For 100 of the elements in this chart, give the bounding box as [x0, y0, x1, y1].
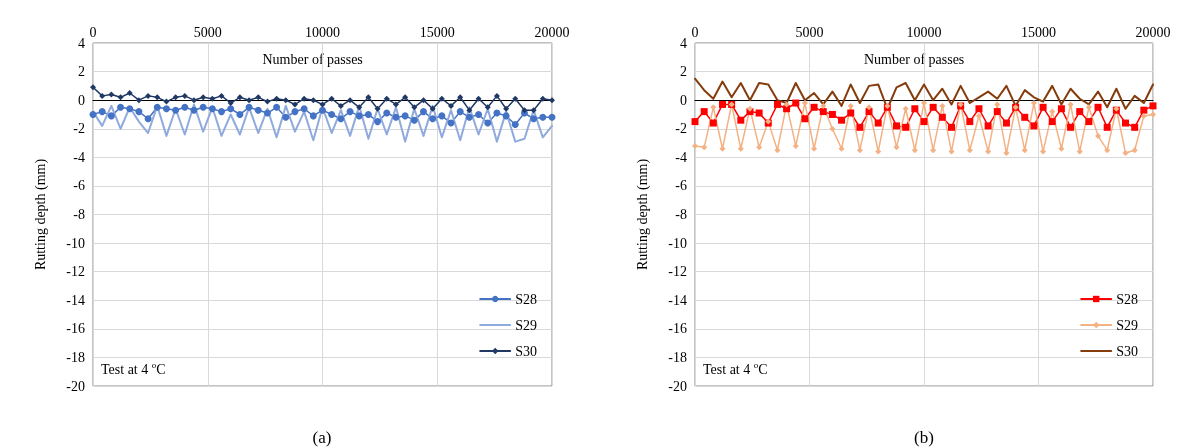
point [874, 119, 882, 127]
point [966, 147, 973, 154]
point [1057, 105, 1065, 113]
point [783, 101, 790, 108]
point [975, 105, 983, 113]
point [347, 97, 354, 104]
point [938, 113, 946, 121]
y-tick-label: -12 [668, 264, 687, 280]
x-tick-label: 15000 [419, 24, 455, 40]
y-tick-label: 4 [78, 35, 85, 51]
point [383, 95, 390, 102]
point [856, 147, 863, 154]
point [539, 95, 546, 102]
point [994, 101, 1001, 108]
legend-label: S29 [515, 317, 538, 333]
y-axis-title: Rutting depth (mm) [32, 158, 49, 271]
point [291, 108, 299, 116]
point [847, 102, 854, 109]
point [117, 103, 125, 111]
point [737, 145, 744, 152]
point [539, 113, 547, 121]
legend-label: S30 [515, 343, 538, 359]
point [227, 100, 234, 107]
point [264, 98, 271, 105]
point [457, 94, 464, 101]
point [402, 94, 409, 101]
point [1002, 119, 1010, 127]
y-tick-label: 0 [680, 92, 687, 108]
point [939, 102, 946, 109]
y-tick-label: -18 [66, 349, 85, 365]
point [419, 108, 427, 116]
point [1067, 101, 1074, 108]
point [429, 105, 436, 112]
point [746, 105, 753, 112]
point [993, 108, 1001, 116]
y-tick-label: -16 [668, 321, 687, 337]
point [930, 147, 937, 154]
point [893, 122, 901, 130]
y-tick-label: -16 [66, 321, 85, 337]
point [328, 95, 335, 102]
point [401, 112, 409, 120]
y-tick-label: -6 [73, 178, 85, 194]
x-tick-label: 0 [691, 24, 699, 40]
point [1058, 145, 1065, 152]
point [246, 97, 253, 104]
point [1030, 122, 1038, 130]
point [929, 103, 937, 111]
point [126, 105, 134, 113]
point [236, 94, 243, 101]
point [475, 95, 482, 102]
x-axis-title: Number of passes [262, 51, 363, 67]
point [838, 116, 846, 124]
y-tick-label: 0 [78, 92, 85, 108]
y-tick-label: -8 [675, 207, 687, 222]
point [801, 115, 809, 123]
point [98, 108, 106, 116]
point [737, 116, 745, 124]
y-tick-label: -2 [73, 121, 85, 137]
point [319, 106, 326, 114]
point [263, 109, 271, 117]
point [819, 108, 827, 116]
point [1150, 111, 1156, 118]
point [709, 119, 717, 127]
point [411, 104, 418, 111]
point [181, 92, 188, 99]
point [511, 120, 519, 128]
point [920, 118, 928, 126]
point [1085, 118, 1093, 126]
x-tick-label: 0 [89, 24, 97, 40]
y-tick-label: 4 [680, 35, 687, 51]
point [947, 123, 955, 131]
point [410, 116, 418, 124]
point [438, 95, 445, 102]
point [337, 115, 345, 123]
point [866, 104, 873, 111]
point [493, 92, 500, 99]
point [429, 115, 437, 123]
point [1076, 148, 1083, 155]
y-tick-label: 2 [680, 64, 687, 80]
x-tick-label: 5000 [193, 24, 222, 40]
y-tick-label: -4 [73, 149, 85, 165]
point [503, 105, 510, 112]
legend-label: S28 [1116, 291, 1139, 307]
point [1003, 150, 1010, 157]
point [200, 94, 207, 101]
y-tick-label: -2 [675, 121, 687, 137]
point [549, 97, 555, 104]
point [810, 103, 818, 111]
y-tick-label: -18 [668, 349, 687, 365]
point [364, 110, 372, 118]
point [126, 90, 133, 97]
point [89, 110, 97, 118]
point [208, 105, 216, 113]
point [1040, 148, 1047, 155]
point [829, 125, 836, 132]
point [911, 147, 918, 154]
point [902, 105, 909, 112]
point [282, 97, 289, 104]
point [756, 144, 763, 151]
text: (b) [914, 428, 934, 447]
